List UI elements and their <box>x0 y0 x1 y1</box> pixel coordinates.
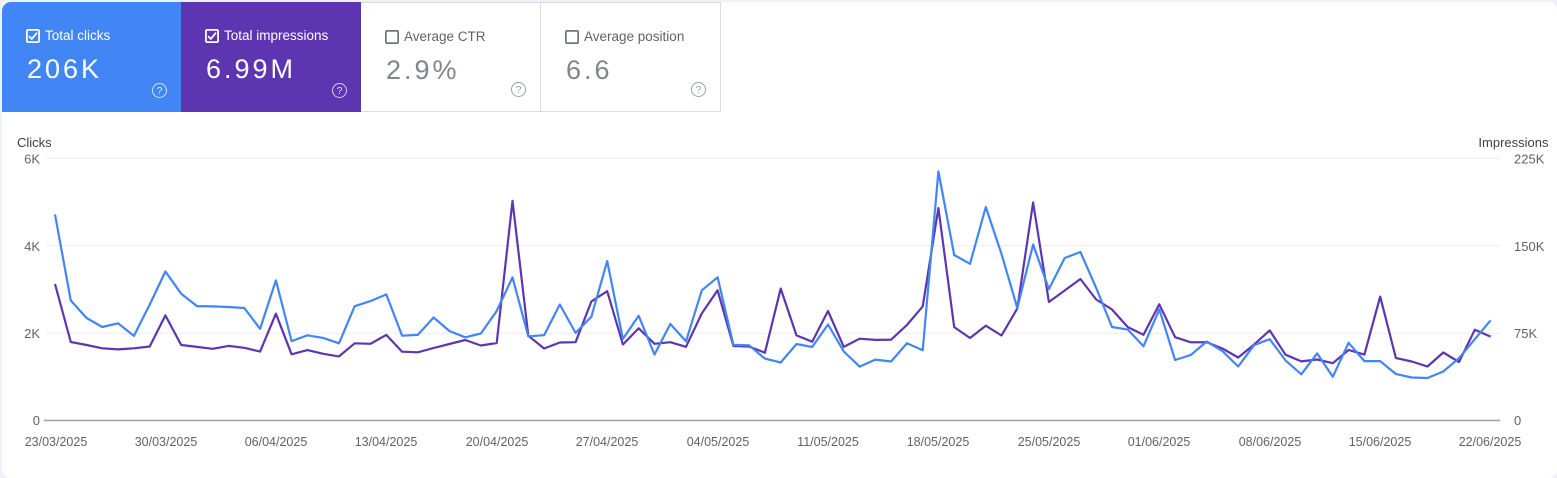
svg-text:08/06/2025: 08/06/2025 <box>1239 435 1302 449</box>
svg-text:22/06/2025: 22/06/2025 <box>1459 435 1522 449</box>
svg-text:25/05/2025: 25/05/2025 <box>1018 435 1081 449</box>
svg-text:4K: 4K <box>24 239 40 254</box>
svg-text:150K: 150K <box>1514 239 1545 254</box>
svg-text:06/04/2025: 06/04/2025 <box>245 435 308 449</box>
svg-text:30/03/2025: 30/03/2025 <box>135 435 198 449</box>
svg-text:0: 0 <box>1514 413 1521 428</box>
svg-text:11/05/2025: 11/05/2025 <box>797 435 859 449</box>
svg-text:04/05/2025: 04/05/2025 <box>687 435 750 449</box>
svg-text:27/04/2025: 27/04/2025 <box>576 435 639 449</box>
svg-text:6K: 6K <box>24 152 40 167</box>
svg-text:225K: 225K <box>1514 152 1545 167</box>
svg-text:75K: 75K <box>1514 326 1537 341</box>
svg-text:2K: 2K <box>24 326 40 341</box>
svg-text:18/05/2025: 18/05/2025 <box>907 435 970 449</box>
svg-text:01/06/2025: 01/06/2025 <box>1128 435 1191 449</box>
svg-text:15/06/2025: 15/06/2025 <box>1349 435 1412 449</box>
svg-text:20/04/2025: 20/04/2025 <box>466 435 529 449</box>
svg-text:Impressions: Impressions <box>1478 135 1549 150</box>
svg-text:0: 0 <box>33 413 40 428</box>
svg-text:23/03/2025: 23/03/2025 <box>25 435 88 449</box>
svg-text:13/04/2025: 13/04/2025 <box>355 435 418 449</box>
svg-text:Clicks: Clicks <box>17 135 52 150</box>
